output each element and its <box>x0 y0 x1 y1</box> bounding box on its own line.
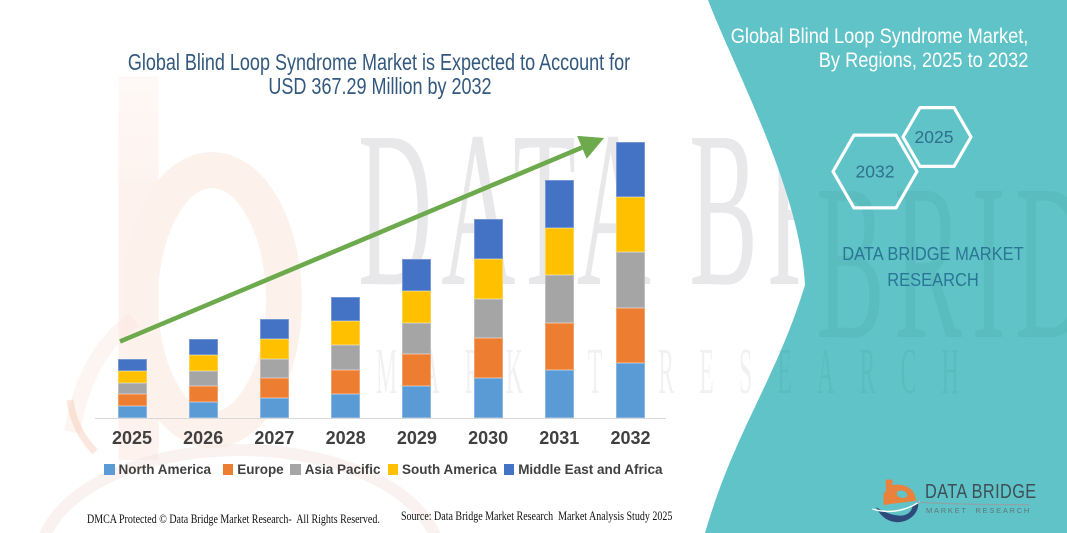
svg-text:2032: 2032 <box>856 162 895 182</box>
svg-text:2025: 2025 <box>915 127 954 147</box>
